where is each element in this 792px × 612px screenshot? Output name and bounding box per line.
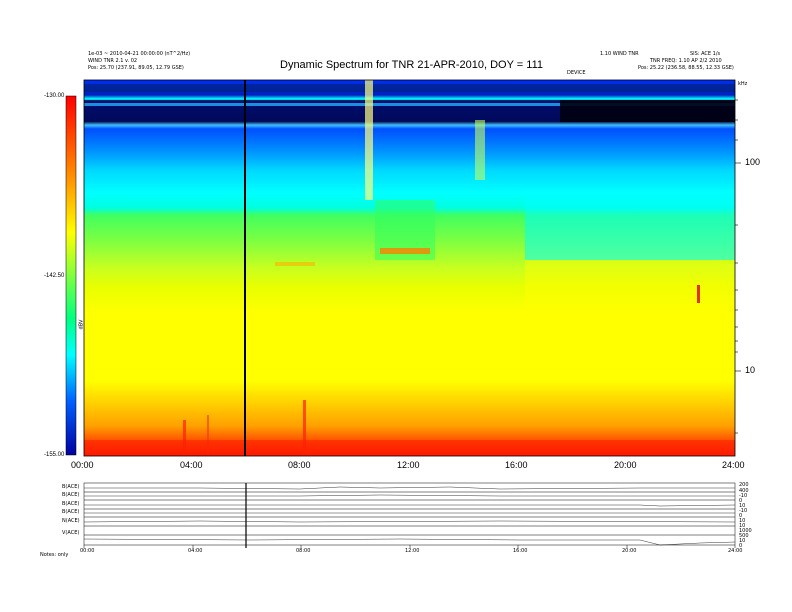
panel-right-tick: -10 [739, 493, 748, 499]
panel-label: B(ACE) [62, 492, 80, 498]
lower-time-ticks [83, 545, 736, 548]
panel-label: V(ACE) [62, 530, 80, 536]
panel-right-tick: 10 [739, 523, 746, 529]
colorbar-label: dBV [78, 319, 85, 330]
header-center-small: DEVICE [567, 70, 586, 76]
panel-label: B(ACE) [62, 501, 80, 507]
time-tick: 12:00 [397, 460, 420, 470]
time-tick: 16:00 [505, 460, 528, 470]
panel-footer: Notes: only [40, 552, 69, 558]
panel-label: B(ACE) [62, 509, 80, 515]
colorbar-tick: -155.00 [44, 452, 65, 458]
panel-time-tick: 00:00 [80, 548, 95, 554]
panel-right-tick: 0 [739, 543, 743, 549]
freq-tick-100: 100 [745, 157, 761, 167]
panel-right-tick: 0 [739, 498, 743, 504]
colorbar-tick: -130.00 [44, 93, 65, 99]
panel-right-tick: 500 [739, 533, 749, 539]
header-right-line2: SIS: ACE 1/s [690, 51, 721, 57]
panel-right-tick: 10 [739, 518, 746, 524]
panel-right-tick: -10 [739, 508, 748, 514]
lower-panels [83, 482, 736, 548]
panel-time-tick: 24:00 [728, 548, 743, 554]
header-left-line3: Pos: 25.70 (237.91, 89.05, 12.79 GSE) [88, 65, 184, 71]
panel-right-tick: 0 [739, 513, 743, 519]
panel-time-tick: 12:00 [405, 548, 420, 554]
freq-tick-10: 10 [745, 365, 756, 375]
panel-time-tick: 08:00 [296, 548, 311, 554]
header-left-line1: 1e-03 ~ 2010-04-21 00:00:00 (nT^2/Hz) [88, 51, 191, 57]
panel-time-tick: 16:00 [513, 548, 528, 554]
header-left-line2: WIND TNR 2.1 v. 02 [88, 58, 138, 64]
header-right-line1: 1.10 WIND TNR [600, 51, 639, 57]
panel-label: N(ACE) [62, 518, 80, 524]
panel-time-tick: 20:00 [622, 548, 637, 554]
freq-axis [735, 99, 741, 434]
time-tick: 00:00 [71, 460, 94, 470]
colorbar-tick: -142.50 [44, 273, 65, 279]
freq-unit: kHz [738, 81, 748, 87]
panel-right-tick: 10 [739, 503, 746, 509]
header-right-line4: Pos: 25.22 (236.58, 88.55, 12.33 GSE) [638, 65, 734, 71]
colorbar [65, 95, 77, 456]
time-tick: 24:00 [722, 460, 745, 470]
panel-right-tick: 400 [739, 488, 749, 494]
header-right-line3: TNR FREQ: 1.10 AP 2/2 2010 [650, 58, 722, 64]
time-tick: 08:00 [288, 460, 311, 470]
spectrogram [84, 80, 735, 456]
time-marker-line [244, 80, 246, 456]
panel-right-tick: 200 [739, 482, 749, 488]
time-tick: 04:00 [180, 460, 203, 470]
panel-right-tick: 10 [739, 538, 746, 544]
panel-right-tick: 1000 [739, 528, 752, 534]
chart-title: Dynamic Spectrum for TNR 21-APR-2010, DO… [280, 59, 543, 71]
panel-time-tick: 04:00 [188, 548, 203, 554]
time-tick: 20:00 [614, 460, 637, 470]
panel-label: B(ACE) [62, 484, 80, 490]
